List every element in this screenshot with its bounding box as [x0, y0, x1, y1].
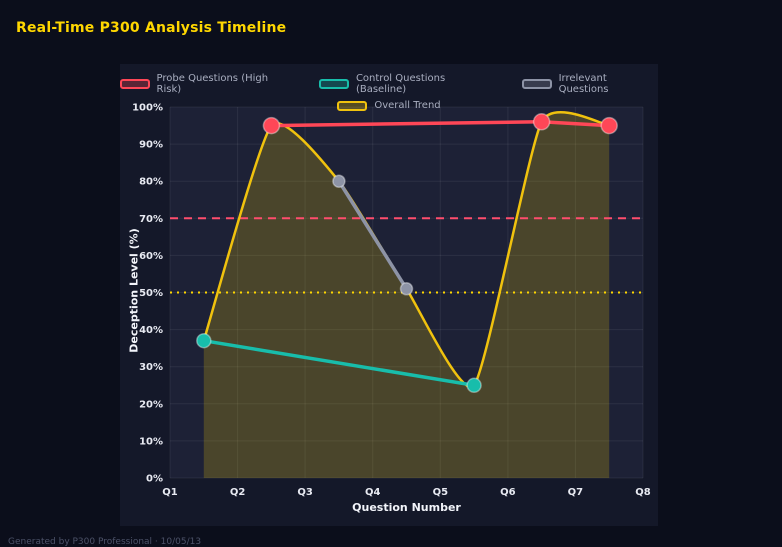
svg-text:Q7: Q7: [568, 487, 584, 498]
legend-item-probe[interactable]: Probe Questions (High Risk): [120, 73, 293, 95]
legend-row-1: Probe Questions (High Risk) Control Ques…: [120, 73, 658, 95]
svg-text:10%: 10%: [139, 436, 163, 447]
chart-panel: Probe Questions (High Risk) Control Ques…: [120, 64, 658, 526]
svg-text:Q5: Q5: [433, 487, 449, 498]
legend-item-control[interactable]: Control Questions (Baseline): [319, 73, 496, 95]
svg-text:Q6: Q6: [500, 487, 516, 498]
page-title: Real-Time P300 Analysis Timeline: [16, 20, 287, 36]
irrelevant-legend-label: Irrelevant Questions: [558, 73, 609, 95]
svg-text:50%: 50%: [139, 288, 163, 299]
svg-text:80%: 80%: [139, 177, 163, 188]
legend-row-2: Overall Trend: [337, 100, 441, 111]
y-axis-title: Deception Level (%): [127, 228, 141, 353]
svg-text:Q1: Q1: [162, 487, 178, 498]
trend-series-swatch: [337, 100, 368, 111]
trend-legend-label: Overall Trend: [374, 100, 441, 111]
legend-item-trend[interactable]: Overall Trend: [337, 100, 441, 111]
svg-text:40%: 40%: [139, 325, 163, 336]
svg-text:30%: 30%: [139, 362, 163, 373]
footer-note: Generated by P300 Professional · 10/05/1…: [8, 537, 202, 547]
svg-text:60%: 60%: [139, 251, 163, 262]
svg-text:90%: 90%: [139, 140, 163, 151]
chart-legend: Probe Questions (High Risk) Control Ques…: [120, 73, 658, 111]
svg-text:70%: 70%: [139, 214, 163, 225]
probe-series-swatch: [120, 79, 150, 89]
svg-text:Q3: Q3: [297, 487, 313, 498]
x-axis-title: Question Number: [352, 501, 461, 514]
control-series-swatch: [319, 79, 349, 89]
probe-legend-label: Probe Questions (High Risk): [156, 73, 269, 95]
chart-plot[interactable]: 0% 10% 20% 30% 40% 50% 60% 70% 80% 90% 100% Q1 Q2 Q3 Q…: [120, 64, 658, 526]
svg-text:Q4: Q4: [365, 487, 381, 498]
control-legend-label: Control Questions (Baseline): [355, 73, 446, 95]
svg-text:Q2: Q2: [230, 487, 246, 498]
svg-text:0%: 0%: [146, 474, 163, 485]
legend-item-irrelevant[interactable]: Irrelevant Questions: [522, 73, 658, 95]
svg-text:Q8: Q8: [635, 487, 651, 498]
svg-text:100%: 100%: [132, 103, 163, 114]
irrelevant-series-swatch: [522, 79, 552, 89]
svg-text:20%: 20%: [139, 399, 163, 410]
